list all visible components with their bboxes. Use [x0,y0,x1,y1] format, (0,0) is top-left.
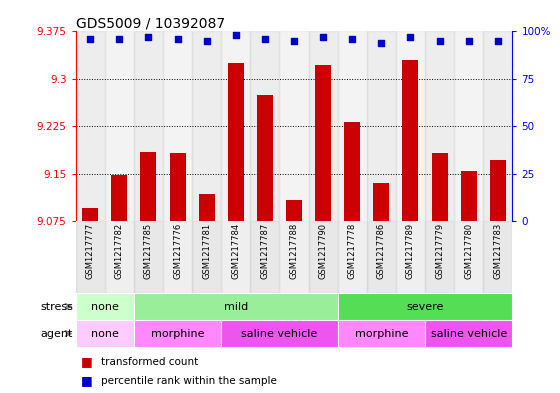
Bar [315,65,331,221]
Bar [221,31,250,221]
Bar [454,221,483,293]
Text: morphine: morphine [151,329,204,339]
Text: stress: stress [40,301,73,312]
Text: transformed count: transformed count [101,357,198,367]
Point [290,38,298,44]
Bar [309,31,338,221]
Text: saline vehicle: saline vehicle [431,329,507,339]
Text: mild: mild [223,301,248,312]
Text: none: none [91,329,119,339]
Text: GSM1217789: GSM1217789 [406,222,415,279]
Text: percentile rank within the sample: percentile rank within the sample [101,376,277,386]
Bar [192,31,221,221]
Point [493,38,502,44]
Bar [309,221,338,293]
Bar [396,31,425,221]
Point [115,36,124,42]
Bar [250,221,279,293]
Text: ■: ■ [81,355,97,368]
Point [348,36,357,42]
Bar [403,60,418,221]
Text: GSM1217780: GSM1217780 [464,222,473,279]
Point [464,38,473,44]
Point [202,38,211,44]
Bar [141,152,156,221]
Text: GSM1217784: GSM1217784 [231,222,240,279]
Bar [250,31,279,221]
Bar [425,221,454,293]
Bar [367,221,396,293]
Text: GSM1217786: GSM1217786 [377,222,386,279]
Text: agent: agent [40,329,73,339]
Text: GSM1217782: GSM1217782 [115,222,124,279]
Bar [374,183,389,221]
Bar [425,31,454,221]
Bar [82,208,98,221]
Bar [396,221,425,293]
Bar [192,221,221,293]
Bar [134,31,163,221]
Text: GSM1217783: GSM1217783 [493,222,502,279]
Bar [483,31,512,221]
Point [435,38,444,44]
Bar [76,320,134,347]
Bar [367,31,396,221]
Bar [490,160,506,221]
Bar [454,31,483,221]
Bar [221,320,338,347]
Bar [105,31,134,221]
Bar [134,221,163,293]
Text: ■: ■ [81,374,97,387]
Bar [344,122,360,221]
Bar [279,221,309,293]
Bar [76,221,105,293]
Bar [338,293,512,320]
Text: GSM1217787: GSM1217787 [260,222,269,279]
Text: GSM1217790: GSM1217790 [319,222,328,279]
Point [173,36,182,42]
Text: severe: severe [407,301,444,312]
Text: GSM1217785: GSM1217785 [144,222,153,279]
Bar [163,221,192,293]
Text: GDS5009 / 10392087: GDS5009 / 10392087 [76,16,225,30]
Bar [134,320,221,347]
Bar [228,63,244,221]
Bar [199,194,214,221]
Text: GSM1217779: GSM1217779 [435,222,444,279]
Bar [257,95,273,221]
Bar [163,31,192,221]
Point [260,36,269,42]
Bar [134,293,338,320]
Text: GSM1217781: GSM1217781 [202,222,211,279]
Bar [483,221,512,293]
Point [144,34,153,40]
Bar [221,221,250,293]
Bar [286,200,302,221]
Point [319,34,328,40]
Bar [338,221,367,293]
Bar [105,221,134,293]
Bar [76,31,105,221]
Point [86,36,95,42]
Text: GSM1217777: GSM1217777 [86,222,95,279]
Text: none: none [91,301,119,312]
Text: GSM1217778: GSM1217778 [348,222,357,279]
Text: GSM1217776: GSM1217776 [173,222,182,279]
Point [231,32,240,39]
Bar [170,153,185,221]
Bar [338,320,425,347]
Bar [461,171,477,221]
Bar [279,31,309,221]
Bar [425,320,512,347]
Bar [76,293,134,320]
Text: saline vehicle: saline vehicle [241,329,318,339]
Text: GSM1217788: GSM1217788 [290,222,298,279]
Bar [111,175,127,221]
Text: morphine: morphine [354,329,408,339]
Point [406,34,415,40]
Point [377,40,386,46]
Bar [432,153,447,221]
Bar [338,31,367,221]
